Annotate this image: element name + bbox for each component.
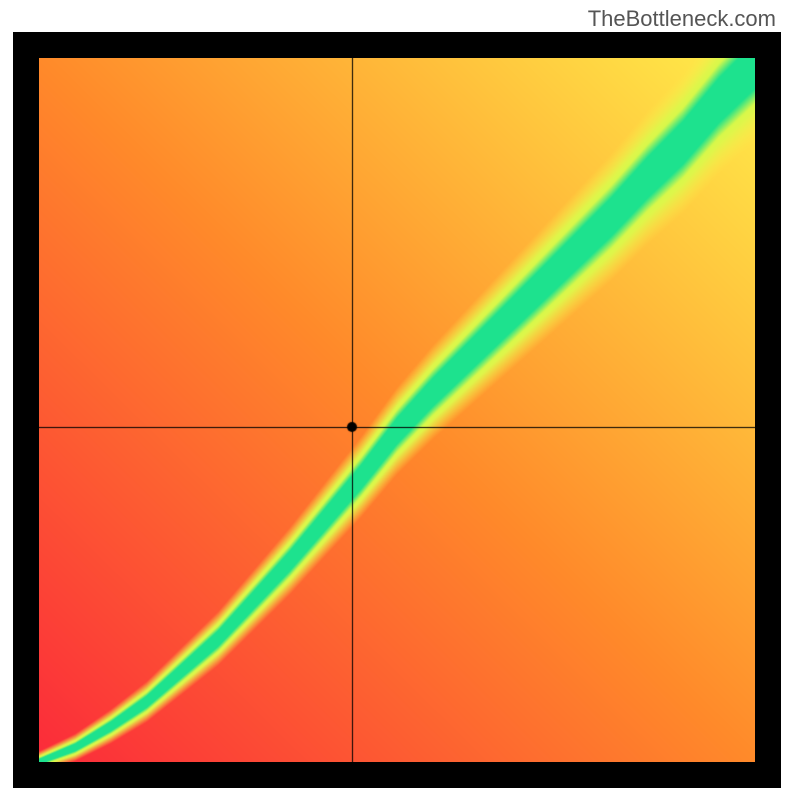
- chart-frame: [13, 32, 781, 788]
- watermark-text: TheBottleneck.com: [588, 6, 776, 32]
- bottleneck-heatmap: [39, 58, 755, 762]
